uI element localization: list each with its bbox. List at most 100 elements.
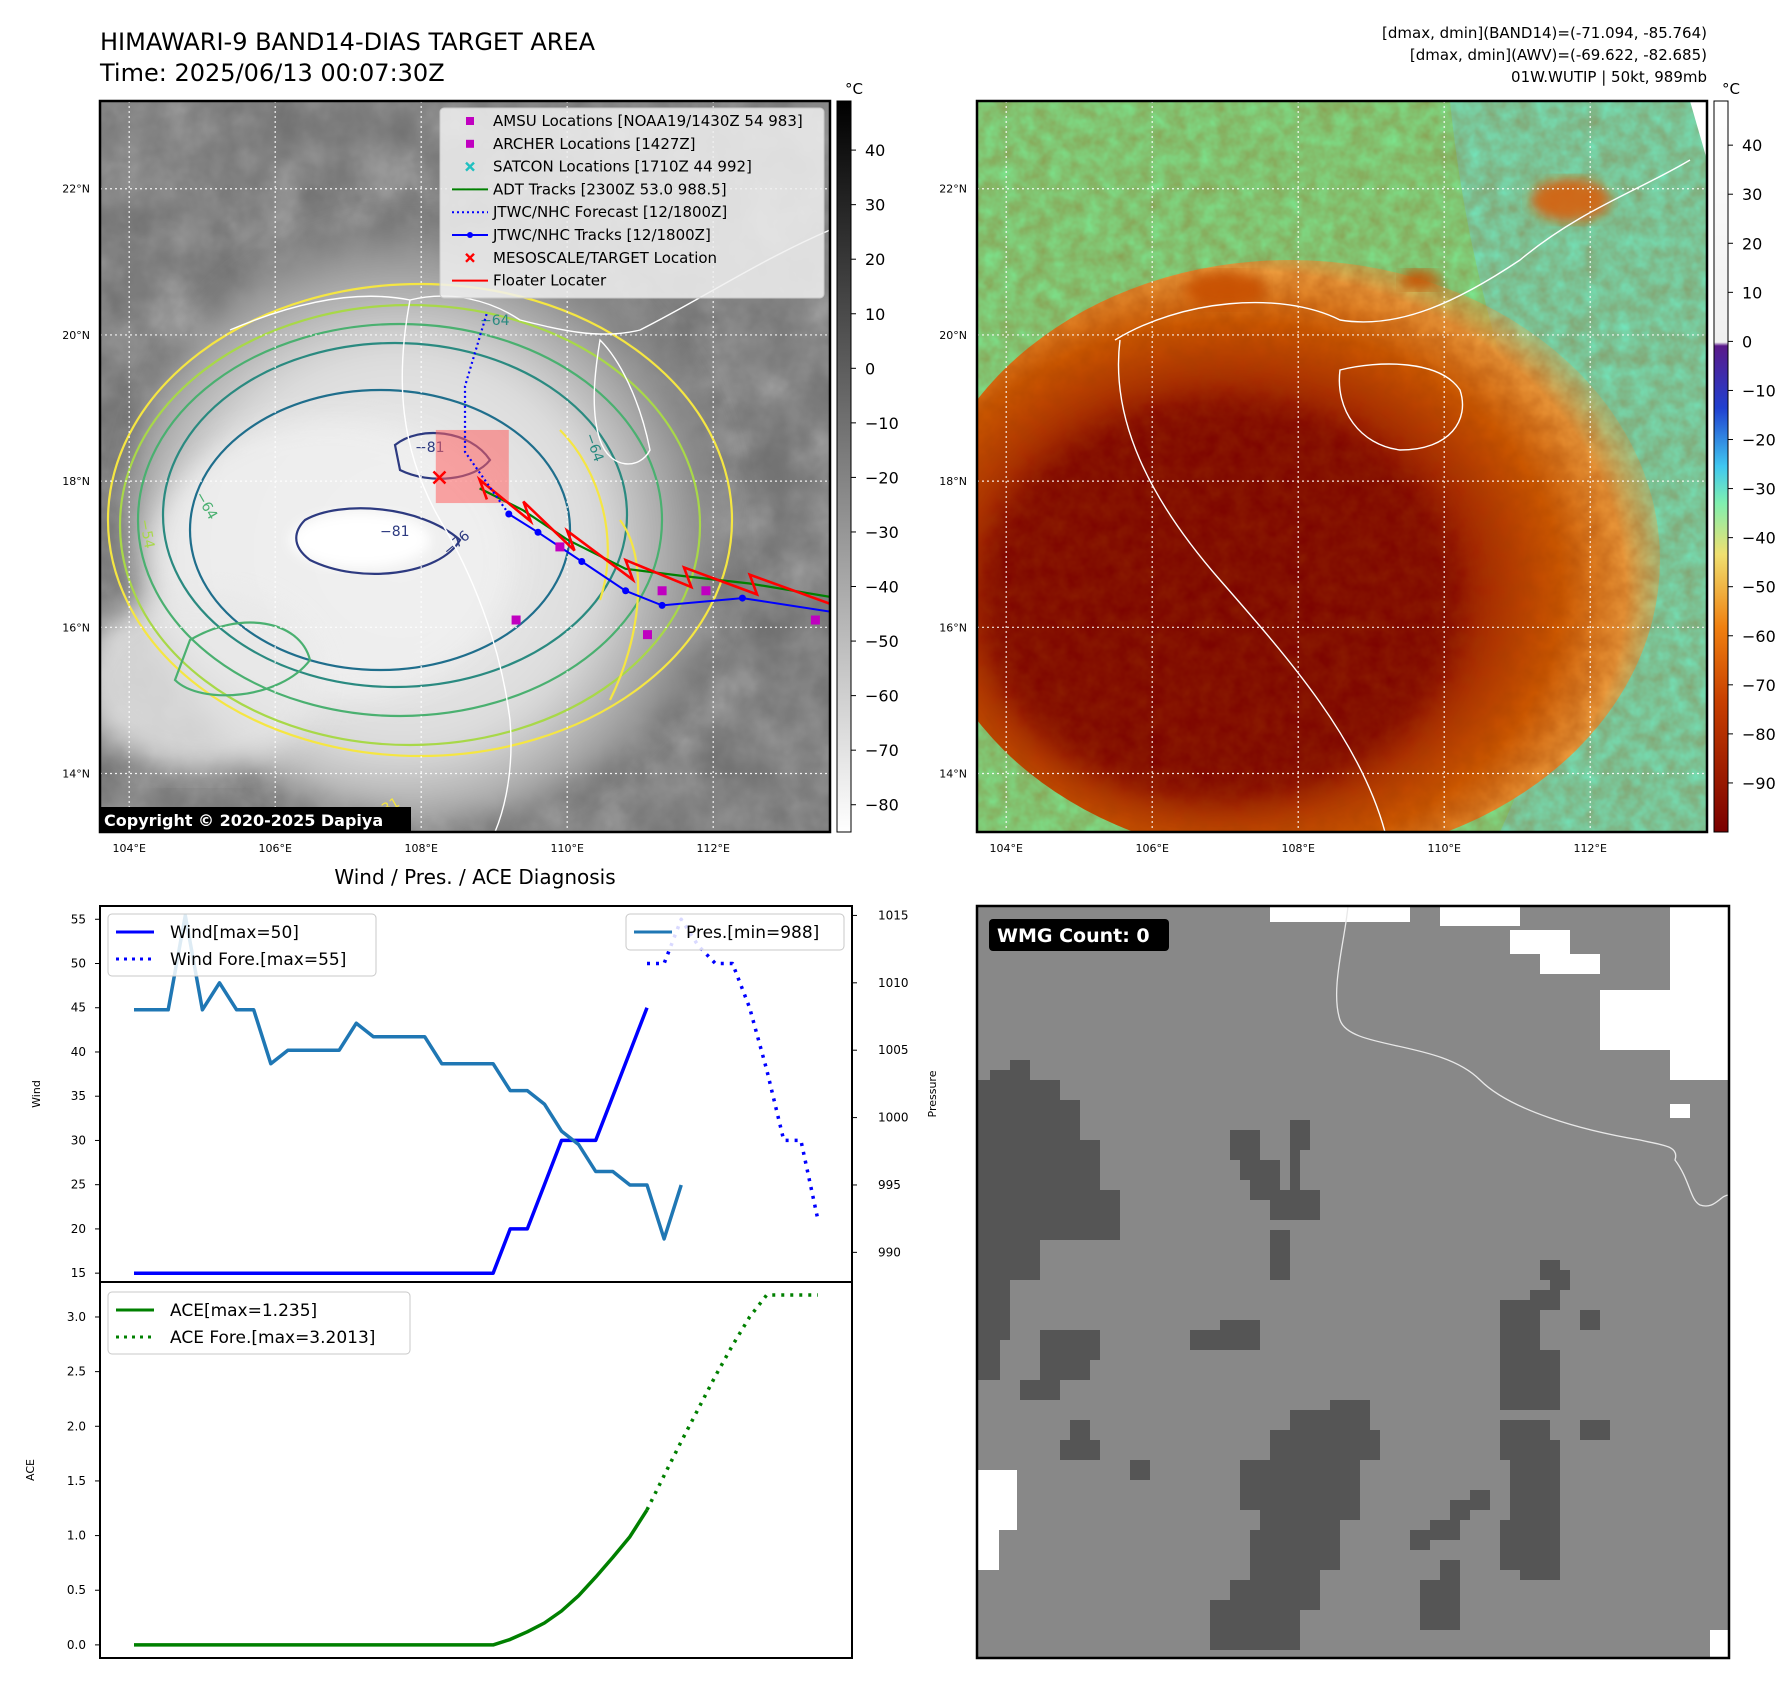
ace-axis-label: ACE [24,1459,37,1481]
ir-legend: AMSU Locations [NOAA19/1430Z 54 983] ARCH… [439,107,825,299]
colorbar-tick-label: −70 [1742,676,1776,695]
amsu-point [810,615,820,625]
colorbar-tick-label: −80 [865,796,899,815]
ir-axis-ticks: 22°N 20°N 18°N 16°N 14°N 104°E 106°E 108°E 110°E… [62,183,730,855]
target-point [432,470,447,485]
copyright-badge [99,807,411,832]
legend-swatch-dot [467,232,473,238]
y-tick-label: 1.0 [67,1529,86,1543]
lat-tick-label: 20°N [62,329,90,342]
legend-swatch [465,252,475,263]
series-line-0 [134,1007,649,1275]
ace-plot: 0.0 0.5 1.0 1.5 2.0 2.5 3.0 [67,1293,818,1652]
wmg-count-text: WMG Count: 0 [997,925,1150,947]
ir-contours [106,282,734,758]
lat-tick-label: 16°N [62,621,90,634]
pressure-axis-label: Pressure [926,1070,939,1117]
ir-colorbar-unit: °C [845,80,863,98]
y-tick-label: 15 [71,1266,86,1280]
colorbar-tick-label: −60 [1742,627,1776,646]
lon-tick-label: 104°E [112,842,145,855]
wmg-dense-cells [977,1060,1610,1650]
lat-tick-label: 14°N [62,768,90,781]
y-right-tick-label: 990 [878,1245,901,1259]
awv-coastline [1114,159,1691,341]
legend-box [439,107,825,299]
awv-colorbar [1713,100,1729,833]
wmg-count-badge [989,919,1169,951]
awv-axis-ticks: 22°N 20°N 18°N 16°N 14°N 104°E 106°E 108°E 110°E… [939,183,1607,855]
jtwc-track-point [578,558,586,566]
legend-box [107,1291,411,1355]
awv-map-panel: 22°N 20°N 18°N 16°N 14°N 104°E 106°E 108°E 110°E… [939,80,1776,855]
storm-info: 01W.WUTIP | 50kt, 989mb [1511,68,1707,86]
adt-track [479,487,830,598]
legend-label: SATCON Locations [1710Z 44 992] [493,158,752,176]
y-tick-label: 35 [71,1089,86,1103]
colorbar-tick-label: 40 [865,141,885,160]
legend-label-wind: Wind[max=50] [170,923,299,943]
legend-label-wind-forecast: Wind Fore.[max=55] [170,950,346,970]
lon-tick-label: 108°E [1281,842,1314,855]
legend-label-pressure: Pres.[min=988] [686,923,819,943]
legend-label: Floater Locater [493,272,607,290]
lon-tick-label: 106°E [258,842,291,855]
legend-box [625,913,845,951]
wmg-clear-cells [977,906,1729,1658]
y-tick-label: 45 [71,1001,86,1015]
colorbar-tick-label: −60 [865,687,899,706]
lon-tick-label: 112°E [696,842,729,855]
colorbar-tick-label: 0 [865,359,875,378]
amsu-point [643,630,652,640]
colorbar-tick-label: 30 [865,196,885,215]
jtwc-track-point [534,528,542,536]
y-tick-label: 30 [71,1133,86,1147]
band14-range: [dmax, dmin](BAND14)=(-71.094, -85.764) [1382,24,1707,42]
awv-colorbar-unit: °C [1722,80,1740,98]
contour-label: −54 [136,518,157,550]
legend-box [107,913,377,977]
ir-map-panel: −81 −81 −76 −64 −64 −64 −54 −31 22°N20°N… [62,80,899,855]
jtwc-track-point [738,594,746,602]
series-line-0 [134,1508,649,1647]
colorbar-tick-label: −20 [865,468,899,487]
legend-label-ace-forecast: ACE Fore.[max=3.2013] [170,1328,375,1348]
colorbar-tick-label: 20 [1742,234,1762,253]
contour-label: −64 [480,313,510,329]
y-tick-label: 55 [71,912,86,926]
y-tick-label: 20 [71,1222,86,1236]
legend-label: JTWC/NHC Forecast [12/1800Z] [492,203,727,221]
colorbar-tick-label: −20 [1742,431,1776,450]
lon-tick-label: 104°E [989,842,1022,855]
series-line-1 [645,1293,818,1511]
diagnosis-title: Wind / Pres. / ACE Diagnosis [334,865,615,889]
awv-gridlines [977,101,1707,832]
series-line-1 [647,917,820,1221]
colorbar-tick-label: −90 [1742,774,1776,793]
amsu-point [555,542,565,552]
ace-legend: ACE[max=1.235] ACE Fore.[max=3.2013] [107,1291,411,1355]
y-tick-label: 25 [71,1178,86,1192]
colorbar-tick-label: 20 [865,250,885,269]
colorbar-tick-label: −40 [1742,529,1776,548]
colorbar-tick-label: −40 [865,578,899,597]
wmg-imagery [977,906,1729,1658]
target-box [435,429,509,504]
legend-label: ADT Tracks [2300Z 53.0 988.5] [493,180,727,198]
lat-tick-label: 16°N [939,621,967,634]
figure-time: Time: 2025/06/13 00:07:30Z [99,59,445,87]
ir-track-overlays [432,312,830,640]
y-right-tick-label: 1010 [878,976,909,990]
colorbar-tick-label: −30 [1742,480,1776,499]
awv-range: [dmax, dmin](AWV)=(-69.622, -82.685) [1410,46,1707,64]
lat-tick-label: 14°N [939,768,967,781]
lon-tick-label: 110°E [1427,842,1460,855]
lat-tick-label: 20°N [939,329,967,342]
amsu-point [701,586,711,596]
lat-tick-label: 22°N [62,183,90,196]
lat-tick-label: 22°N [939,183,967,196]
y-tick-label: 3.0 [67,1310,86,1324]
legend-label: JTWC/NHC Tracks [12/1800Z] [492,226,711,244]
colorbar-tick-label: −80 [1742,725,1776,744]
